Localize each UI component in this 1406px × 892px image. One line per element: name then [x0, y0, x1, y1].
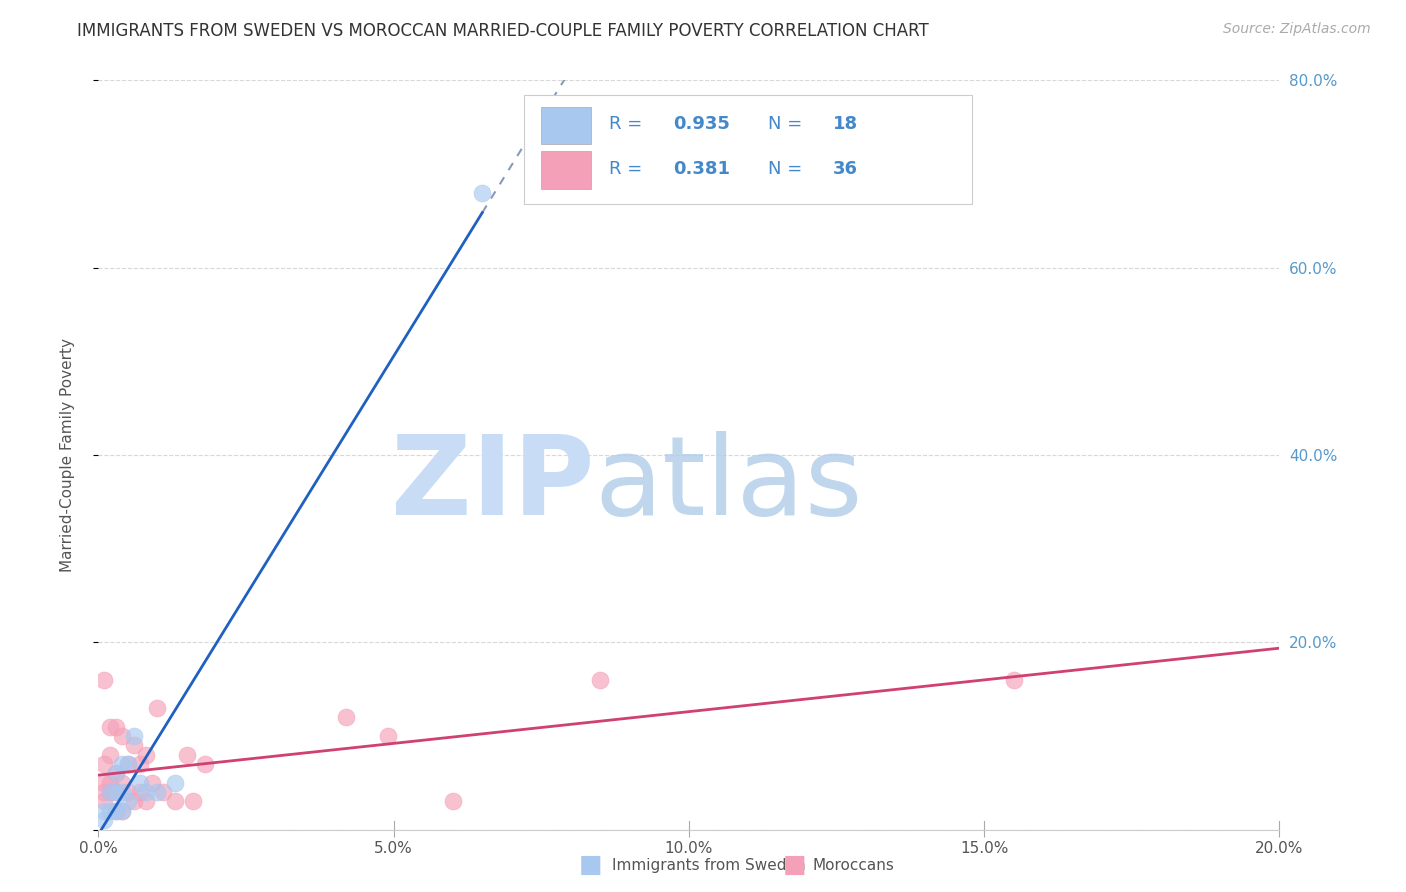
Point [117, 795, 139, 809]
Text: 36: 36 [832, 160, 858, 178]
Point [152, 785, 174, 799]
Point [135, 747, 157, 762]
Point [111, 729, 134, 743]
Text: 18: 18 [832, 115, 858, 133]
Point [122, 739, 145, 753]
Point [105, 785, 128, 799]
Point [111, 776, 134, 790]
Point [105, 804, 128, 818]
Point [111, 756, 134, 771]
Point [93, 776, 115, 790]
Point [98, 804, 121, 818]
Point [117, 756, 139, 771]
Point [135, 785, 157, 799]
Text: atlas: atlas [595, 432, 863, 539]
Point [105, 766, 128, 780]
Point [128, 776, 150, 790]
Text: ZIP: ZIP [391, 432, 595, 539]
Point [377, 729, 399, 743]
Text: ■: ■ [783, 854, 806, 877]
Point [181, 795, 204, 809]
Point [111, 804, 134, 818]
Point [165, 776, 187, 790]
Point [335, 710, 357, 724]
Point [111, 804, 134, 818]
Point [93, 756, 115, 771]
Point [93, 804, 115, 818]
Point [98, 719, 121, 733]
Point [111, 785, 134, 799]
Point [146, 785, 169, 799]
Text: IMMIGRANTS FROM SWEDEN VS MOROCCAN MARRIED-COUPLE FAMILY POVERTY CORRELATION CHA: IMMIGRANTS FROM SWEDEN VS MOROCCAN MARRI… [77, 22, 929, 40]
Point [122, 795, 145, 809]
Point [105, 804, 128, 818]
Point [117, 785, 139, 799]
Text: Moroccans: Moroccans [813, 858, 894, 872]
Point [93, 785, 115, 799]
Point [98, 785, 121, 799]
Point [105, 785, 128, 799]
Point [1002, 673, 1025, 687]
Text: Source: ZipAtlas.com: Source: ZipAtlas.com [1223, 22, 1371, 37]
Point [93, 814, 115, 828]
Point [105, 719, 128, 733]
FancyBboxPatch shape [541, 152, 591, 189]
Point [98, 776, 121, 790]
Point [176, 747, 198, 762]
Point [105, 766, 128, 780]
Point [128, 756, 150, 771]
Point [165, 795, 187, 809]
Point [117, 756, 139, 771]
Text: ■: ■ [579, 854, 602, 877]
Text: R =: R = [609, 160, 648, 178]
Point [194, 756, 217, 771]
Point [122, 729, 145, 743]
Text: N =: N = [768, 115, 808, 133]
Point [589, 673, 612, 687]
Point [98, 747, 121, 762]
Point [93, 673, 115, 687]
Text: R =: R = [609, 115, 648, 133]
Point [141, 776, 163, 790]
Point [93, 795, 115, 809]
Point [441, 795, 464, 809]
Text: 0.935: 0.935 [673, 115, 731, 133]
Y-axis label: Married-Couple Family Poverty: Married-Couple Family Poverty [60, 338, 75, 572]
Point [146, 701, 169, 715]
FancyBboxPatch shape [523, 95, 973, 204]
Text: 0.381: 0.381 [673, 160, 731, 178]
Point [135, 795, 157, 809]
Point [471, 186, 494, 200]
Text: N =: N = [768, 160, 808, 178]
Point [128, 785, 150, 799]
Text: Immigrants from Sweden: Immigrants from Sweden [612, 858, 806, 872]
Point [98, 785, 121, 799]
FancyBboxPatch shape [541, 106, 591, 144]
